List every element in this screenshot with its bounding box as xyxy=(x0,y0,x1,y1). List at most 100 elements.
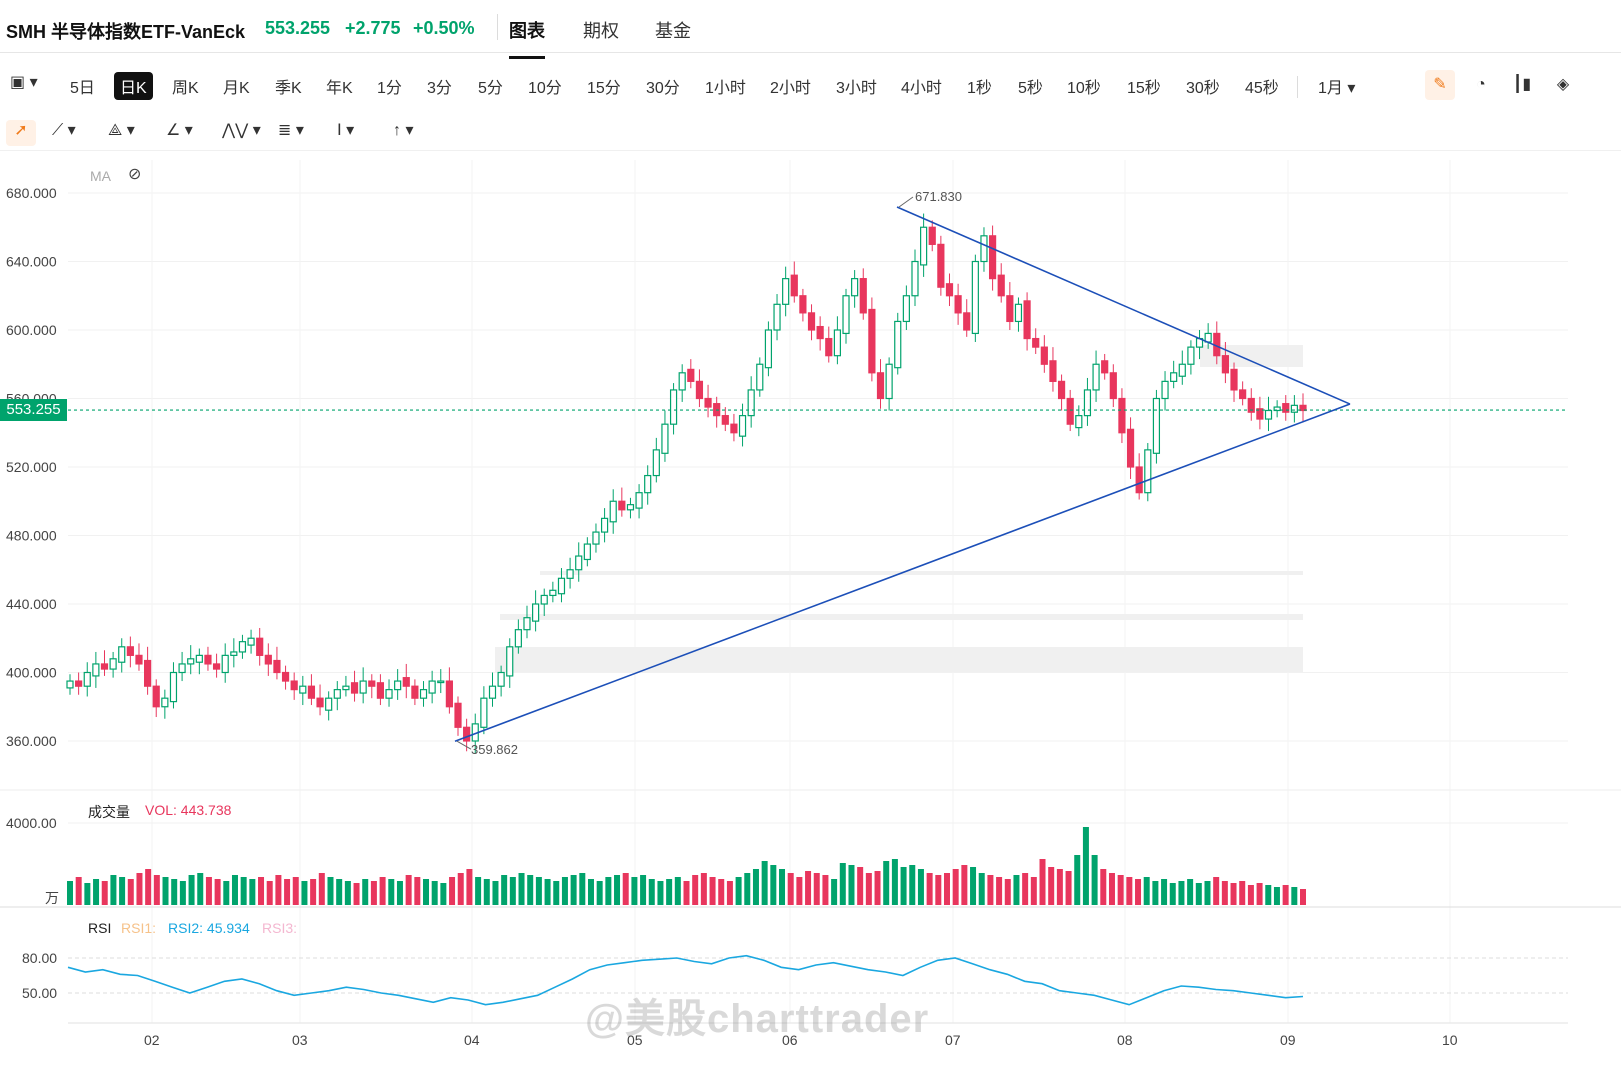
current-price-tag: 553.255 xyxy=(0,399,67,421)
volume-tick-label: 4000.00 xyxy=(6,815,57,831)
interval-15s[interactable]: 15秒 xyxy=(1127,80,1161,97)
price-tick-label: 440.000 xyxy=(6,596,57,612)
volume-value: VOL: 443.738 xyxy=(145,802,232,818)
candle-body xyxy=(83,671,91,687)
arrow-tool-icon[interactable]: ↑ ▾ xyxy=(393,122,414,139)
candle-body xyxy=(299,685,307,694)
candle-body xyxy=(1083,389,1092,417)
draw-pen-icon[interactable]: ✎ xyxy=(1425,70,1455,100)
interval-2h[interactable]: 2小时 xyxy=(770,80,811,97)
volume-bar xyxy=(179,881,186,905)
text-tool-icon[interactable]: Ⅰ ▾ xyxy=(337,122,355,139)
volume-bar xyxy=(865,873,872,905)
volume-bar xyxy=(362,879,369,905)
volume-bar xyxy=(996,877,1003,905)
interval-yearly[interactable]: 年K xyxy=(326,80,353,97)
candle-body xyxy=(376,682,385,699)
interval-1h[interactable]: 1小时 xyxy=(705,80,746,97)
layout-icon[interactable]: ▣ ▾ xyxy=(10,74,38,91)
candle-body xyxy=(1282,403,1290,413)
time-tick-label: 07 xyxy=(945,1032,961,1048)
cursor-icon[interactable]: ➚ xyxy=(6,120,36,146)
candle-body xyxy=(557,577,566,595)
candle-body xyxy=(842,295,850,335)
interval-10s[interactable]: 10秒 xyxy=(1067,80,1101,97)
interval-3h[interactable]: 3小时 xyxy=(836,80,877,97)
tab-chart[interactable]: 图表 xyxy=(509,17,545,59)
candle-body xyxy=(144,659,152,687)
volume-bar xyxy=(648,879,655,905)
interval-5m[interactable]: 5分 xyxy=(478,80,503,97)
candle-body xyxy=(497,671,505,687)
interval-daily[interactable]: 日K xyxy=(114,72,153,100)
volume-bar xyxy=(1030,877,1037,905)
volume-bar xyxy=(1152,881,1159,905)
high-annotation: 671.830 xyxy=(915,189,962,204)
candle-body xyxy=(1126,428,1135,468)
interval-monthly[interactable]: 月K xyxy=(223,80,250,97)
eye-hidden-icon[interactable]: ⊘ xyxy=(128,166,142,183)
tab-fund[interactable]: 基金 xyxy=(655,21,691,41)
volume-bar xyxy=(223,881,230,905)
volume-bar xyxy=(535,877,542,905)
volume-bar xyxy=(518,873,525,905)
interval-1s[interactable]: 1秒 xyxy=(967,80,992,97)
interval-30s[interactable]: 30秒 xyxy=(1186,80,1220,97)
volume-bar xyxy=(457,873,464,905)
candle-body xyxy=(437,680,445,684)
volume-bar xyxy=(1117,875,1124,905)
channel-tool-icon[interactable]: ⟁ ▾ xyxy=(108,122,135,139)
interval-30m[interactable]: 30分 xyxy=(646,80,680,97)
candle-body xyxy=(790,274,798,297)
candle-body xyxy=(221,654,229,674)
candle-body xyxy=(980,235,988,263)
volume-bar xyxy=(127,879,134,905)
trendline-tool-icon[interactable]: ⟋ ▾ xyxy=(52,122,76,139)
fib-tool-icon[interactable]: ≣ ▾ xyxy=(278,122,304,139)
interval-5s[interactable]: 5秒 xyxy=(1018,80,1043,97)
volume-bar xyxy=(1239,881,1246,905)
volume-bar xyxy=(596,881,603,905)
interval-3m[interactable]: 3分 xyxy=(427,80,452,97)
candle-body xyxy=(514,629,522,648)
candle-body xyxy=(385,689,393,699)
volume-bar xyxy=(683,881,690,905)
pattern-tool-icon[interactable]: ⋀⋁ ▾ xyxy=(222,122,261,139)
interval-10m[interactable]: 10分 xyxy=(528,80,562,97)
time-tick-label: 08 xyxy=(1117,1032,1133,1048)
volume-bar xyxy=(310,879,317,905)
candle-body xyxy=(1040,346,1048,365)
candle-type-icon[interactable]: ┃▮ xyxy=(1512,76,1532,93)
candle-body xyxy=(1178,363,1186,377)
volume-bar xyxy=(1135,879,1142,905)
indicator-icon[interactable]: ◔ xyxy=(1476,76,1486,93)
candle-body xyxy=(652,449,660,477)
volume-bar xyxy=(388,879,395,905)
interval-15m[interactable]: 15分 xyxy=(587,80,621,97)
range-select[interactable]: 1月 ▾ xyxy=(1318,80,1356,97)
interval-quarterly[interactable]: 季K xyxy=(275,80,302,97)
price-axis: 680.000640.000600.000560.000520.000480.0… xyxy=(6,185,57,749)
layers-icon[interactable]: ◈ xyxy=(1556,76,1570,93)
zone-band xyxy=(500,614,1303,620)
interval-45s[interactable]: 45秒 xyxy=(1245,80,1279,97)
interval-5d[interactable]: 5日 xyxy=(70,80,95,97)
candle-body xyxy=(1144,449,1152,494)
candle-body xyxy=(963,312,971,331)
angle-tool-icon[interactable]: ∠ ▾ xyxy=(166,122,193,139)
volume-bar xyxy=(805,871,812,905)
interval-4h[interactable]: 4小时 xyxy=(901,80,942,97)
volume-bar xyxy=(761,861,768,905)
volume-bar xyxy=(1256,883,1263,905)
interval-weekly[interactable]: 周K xyxy=(172,80,199,97)
interval-bar: ▣ ▾ 5日 日K 周K 月K 季K 年K 1分 3分 5分 10分 15分 3… xyxy=(0,64,1621,104)
volume-bar xyxy=(292,877,299,905)
tab-options[interactable]: 期权 xyxy=(583,21,619,41)
last-price: 553.255 xyxy=(265,18,331,38)
candle-body xyxy=(109,658,117,670)
candle-body xyxy=(1247,397,1255,413)
interval-1m[interactable]: 1分 xyxy=(377,80,402,97)
volume-bar xyxy=(935,875,942,905)
volume-bar xyxy=(839,863,846,905)
candle-body xyxy=(1204,332,1212,343)
